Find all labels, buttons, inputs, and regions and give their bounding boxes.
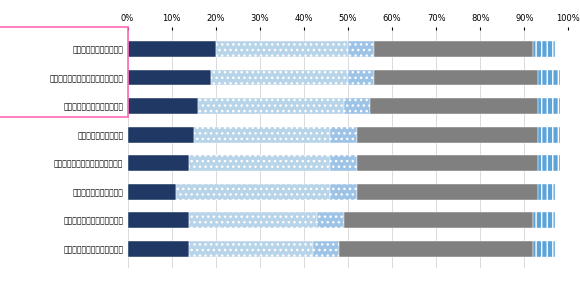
Bar xyxy=(339,241,533,257)
Bar xyxy=(176,184,331,200)
Bar xyxy=(128,184,176,200)
Bar xyxy=(128,70,211,85)
Bar xyxy=(343,98,370,114)
Bar xyxy=(189,241,313,257)
Bar xyxy=(357,155,538,171)
Bar xyxy=(348,70,375,85)
Bar xyxy=(370,98,538,114)
Bar xyxy=(538,184,555,200)
Bar xyxy=(128,155,189,171)
Bar xyxy=(128,127,194,143)
Bar xyxy=(317,212,343,228)
Bar xyxy=(348,41,375,57)
Bar xyxy=(128,212,189,228)
Bar xyxy=(128,98,198,114)
Bar xyxy=(194,127,331,143)
Bar xyxy=(331,155,357,171)
Bar xyxy=(538,70,560,85)
Bar xyxy=(538,127,560,143)
Bar xyxy=(343,212,533,228)
Bar xyxy=(331,184,357,200)
Bar xyxy=(538,98,560,114)
Bar xyxy=(538,155,560,171)
Bar xyxy=(331,127,357,143)
Bar xyxy=(533,241,555,257)
Bar xyxy=(211,70,348,85)
Bar xyxy=(533,41,555,57)
Bar xyxy=(198,98,343,114)
Bar xyxy=(189,155,331,171)
Bar xyxy=(189,212,317,228)
Bar xyxy=(128,241,189,257)
Bar xyxy=(128,41,216,57)
Bar xyxy=(357,127,538,143)
Bar xyxy=(533,212,555,228)
Bar xyxy=(313,241,339,257)
Bar xyxy=(216,41,348,57)
Bar xyxy=(375,70,538,85)
Bar xyxy=(357,184,538,200)
Bar xyxy=(375,41,533,57)
